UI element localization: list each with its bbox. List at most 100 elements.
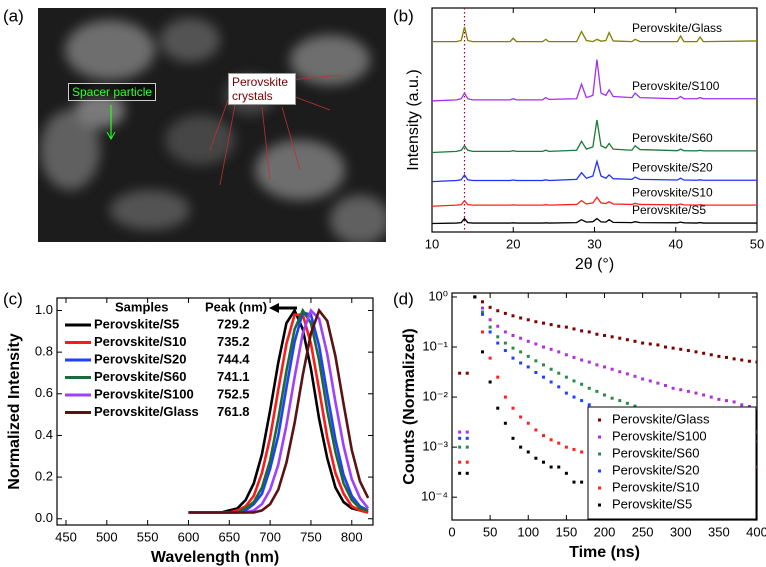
data-point: [580, 450, 584, 454]
data-point: [526, 365, 530, 369]
data-point: [641, 377, 645, 381]
data-point: [458, 430, 462, 434]
data-point: [465, 471, 469, 475]
y-tick-label: 1.0: [35, 302, 53, 317]
legend-label: Perovskite/S20: [94, 351, 187, 366]
data-point: [564, 471, 568, 475]
data-point: [671, 346, 675, 350]
y-tick-label: 0.8: [35, 344, 53, 359]
data-point: [633, 339, 637, 343]
panel-label: (c): [3, 289, 23, 308]
data-point: [473, 295, 477, 299]
data-point: [496, 324, 500, 328]
data-point: [580, 329, 584, 333]
x-tick-label: 0: [448, 524, 455, 539]
data-point: [580, 399, 584, 403]
data-point: [496, 375, 500, 379]
data-point: [603, 333, 606, 337]
data-point: [587, 403, 591, 407]
data-point: [564, 353, 568, 357]
data-point: [496, 335, 500, 339]
data-point: [587, 386, 591, 390]
data-point: [709, 395, 713, 399]
x-tick-label: 40: [669, 236, 683, 251]
data-point: [542, 345, 545, 349]
data-point: [603, 393, 606, 397]
data-point: [519, 415, 523, 419]
x-tick-label: 600: [178, 529, 200, 544]
data-point: [481, 330, 484, 334]
x-tick-label: 450: [55, 529, 77, 544]
peak-label: 761.8: [217, 404, 250, 419]
data-point: [618, 370, 622, 374]
data-point: [656, 381, 660, 385]
data-point: [465, 436, 469, 440]
series-line: [432, 59, 757, 102]
data-point: [603, 365, 606, 369]
data-point: [709, 353, 713, 357]
data-point: [542, 321, 545, 325]
x-axis-label: Wavelength (nm): [151, 549, 279, 566]
table-header: Peak (nm): [205, 299, 267, 314]
series-label: Perovskite/S60: [632, 131, 713, 145]
data-point: [526, 339, 530, 343]
peak-label: 752.5: [217, 386, 250, 401]
data-point: [488, 380, 492, 384]
peak-label: 735.2: [217, 334, 250, 349]
data-point: [557, 385, 561, 389]
legend-label: Perovskite/S5: [612, 496, 692, 511]
x-tick-label: 20: [506, 236, 520, 251]
data-point: [511, 356, 515, 360]
data-point: [534, 342, 538, 346]
axes-frame: [56, 297, 374, 526]
data-point: [465, 460, 469, 464]
data-point: [610, 335, 614, 339]
data-point: [618, 399, 622, 403]
data-point: [633, 404, 637, 408]
x-tick-label: 700: [259, 529, 281, 544]
series-label: Perovskite/S100: [632, 79, 720, 93]
data-point: [732, 400, 736, 404]
peak-label: 741.1: [217, 369, 250, 384]
panel-label: (d): [393, 289, 414, 308]
annotation-lines: [209, 74, 341, 186]
data-point: [717, 354, 721, 358]
y-tick-label: 10⁻¹: [422, 338, 448, 353]
data-point: [625, 401, 629, 405]
y-tick-label: 0.4: [35, 427, 53, 442]
y-tick-label: 0.2: [35, 469, 53, 484]
legend-marker: [598, 486, 601, 490]
y-tick-label: 10⁻⁴: [421, 489, 448, 504]
data-point: [572, 395, 576, 399]
data-point: [625, 372, 629, 376]
data-point: [549, 323, 553, 327]
series-label: Perovskite/S10: [632, 185, 713, 199]
data-point: [481, 310, 484, 314]
series-line: [432, 119, 757, 154]
data-point: [587, 330, 591, 334]
data-point: [519, 445, 523, 449]
data-point: [656, 343, 660, 347]
annotation: Spacer particle: [68, 83, 157, 101]
data-point: [564, 391, 568, 395]
data-point: [618, 336, 622, 340]
data-point: [542, 375, 545, 379]
data-point: [519, 361, 523, 365]
data-point: [511, 436, 515, 440]
x-tick-label: 100: [517, 524, 539, 539]
data-point: [503, 341, 507, 345]
data-point: [496, 341, 500, 345]
data-point: [580, 480, 584, 484]
x-axis-label: 2θ (°): [575, 256, 614, 273]
data-point: [526, 354, 530, 358]
panel-label: (a): [3, 6, 24, 25]
data-point: [549, 438, 553, 442]
data-point: [511, 333, 515, 337]
data-point: [519, 336, 523, 340]
data-point: [465, 445, 469, 449]
data-point: [534, 428, 538, 432]
x-tick-label: 200: [594, 524, 616, 539]
data-point: [595, 363, 599, 367]
data-point: [725, 355, 728, 359]
